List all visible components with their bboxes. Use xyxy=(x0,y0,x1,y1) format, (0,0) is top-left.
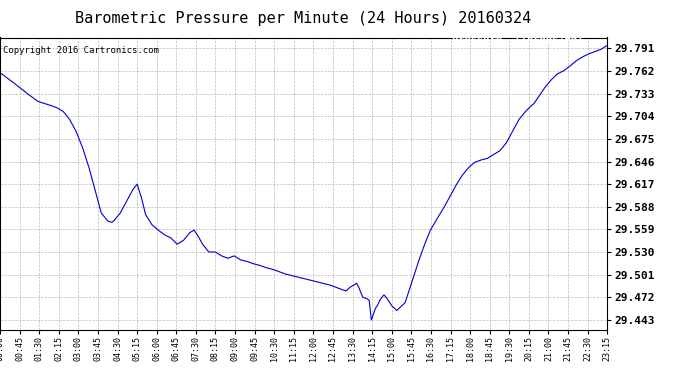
Text: Copyright 2016 Cartronics.com: Copyright 2016 Cartronics.com xyxy=(3,46,159,55)
Text: Pressure  (Inches/Hg): Pressure (Inches/Hg) xyxy=(452,35,583,45)
Text: Barometric Pressure per Minute (24 Hours) 20160324: Barometric Pressure per Minute (24 Hours… xyxy=(75,11,532,26)
